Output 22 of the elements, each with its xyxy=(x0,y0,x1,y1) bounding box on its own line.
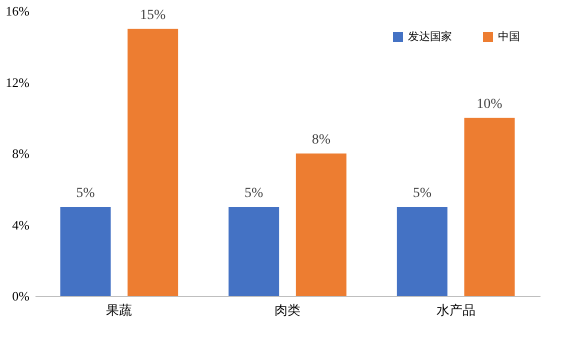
data-label: 5% xyxy=(412,186,432,201)
data-label: 10% xyxy=(476,96,503,112)
bar xyxy=(396,206,448,296)
y-tick-label: 16% xyxy=(6,4,30,18)
bar xyxy=(228,206,280,296)
y-tick-label: 8% xyxy=(12,146,30,161)
data-label: 8% xyxy=(312,132,331,148)
bar xyxy=(128,28,178,296)
data-label: 5% xyxy=(76,186,96,201)
y-tick-label: 4% xyxy=(12,217,30,232)
y-tick-label: 12% xyxy=(6,74,30,90)
legend-label: 中国 xyxy=(498,30,520,43)
x-tick-label: 果蔬 xyxy=(106,304,132,318)
bar xyxy=(296,154,346,296)
x-tick-label: 肉类 xyxy=(274,304,300,318)
legend-label: 发达国家 xyxy=(408,30,452,43)
bar xyxy=(464,118,515,296)
data-label: 15% xyxy=(140,8,166,23)
data-label: 5% xyxy=(244,186,264,201)
x-tick-label: 水产品 xyxy=(436,304,476,318)
y-tick-label: 0% xyxy=(12,288,30,304)
bar xyxy=(60,206,111,296)
